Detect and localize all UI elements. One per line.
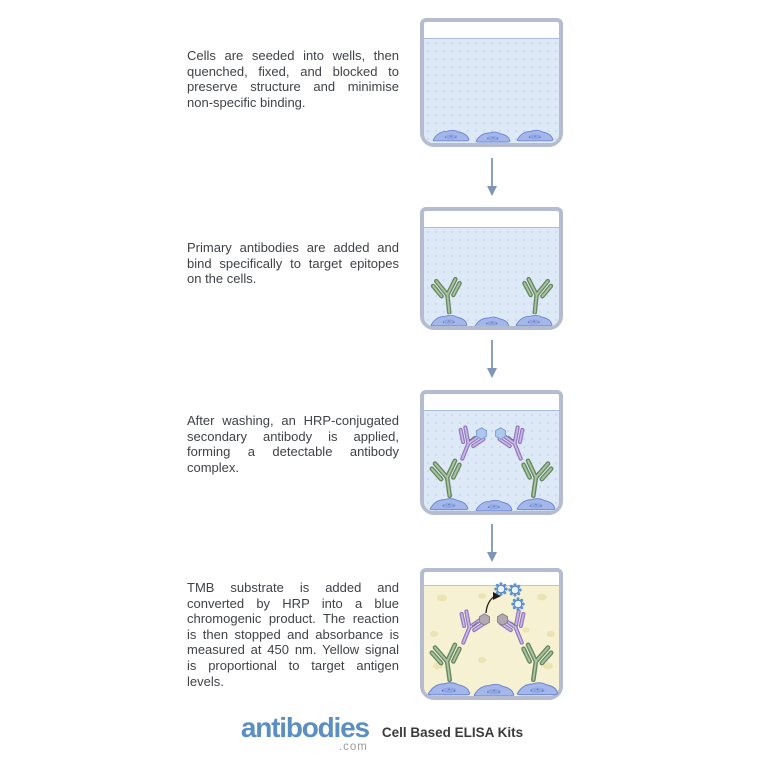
cell-icon [516, 682, 559, 696]
well-1-contents [432, 129, 554, 143]
brand-name: antibodies [240, 712, 370, 743]
cell-icon [427, 682, 471, 696]
conversion-arrowhead [493, 592, 501, 600]
hrp-linker [510, 621, 518, 627]
down-arrow-icon [486, 523, 498, 563]
step-4-description: TMB substrate is added and converted by … [187, 580, 399, 689]
product-tagline: Cell Based ELISA Kits [381, 725, 524, 740]
hrp-linker [471, 621, 479, 627]
primary-antibody-icon [521, 278, 552, 314]
well-step-3 [420, 390, 563, 515]
step-3-description: After washing, an HRP-conjugated seconda… [187, 413, 399, 475]
cell-icon [475, 131, 511, 143]
hrp-enzyme-icon [497, 613, 508, 626]
well-step-2 [420, 207, 563, 330]
step-2-description: Primary antibodies are added and bind sp… [187, 240, 399, 287]
buffer-liquid [424, 410, 559, 511]
hrp-linker [468, 435, 476, 441]
cell-icon [516, 129, 554, 142]
cell-icon [516, 498, 556, 511]
hrp-enzyme-icon [476, 427, 487, 440]
cell-icon [430, 314, 468, 326]
cell-icon [473, 683, 515, 696]
hrp-linker [507, 435, 515, 441]
well-4-contents [427, 582, 559, 696]
buffer-liquid [424, 38, 559, 143]
well-2-contents [430, 278, 553, 326]
cell-icon [474, 316, 510, 326]
step-1-description: Cells are seeded into wells, then quench… [187, 48, 399, 110]
cell-icon [432, 129, 470, 142]
tmb-stopped-liquid [424, 585, 559, 696]
footer: antibodies .com Cell Based ELISA Kits [0, 712, 764, 753]
well-step-1 [420, 18, 563, 147]
primary-antibody-icon [431, 460, 464, 498]
cell-icon [475, 499, 513, 511]
substrate-blob [430, 593, 555, 670]
tmb-product-icon [508, 583, 522, 597]
well-3-contents [429, 426, 556, 511]
tmb-product-icon [494, 582, 508, 596]
hrp-enzyme-icon [479, 613, 490, 626]
cell-icon [515, 314, 553, 326]
down-arrow-icon [486, 157, 498, 197]
brand-logo: antibodies .com [240, 712, 370, 753]
tmb-product-icon [511, 597, 525, 611]
hrp-enzyme-icon [495, 427, 506, 440]
well-step-4 [420, 568, 563, 700]
primary-antibody-icon [519, 460, 552, 498]
cell-icon [429, 498, 469, 511]
brand-suffix: .com [338, 741, 368, 753]
primary-antibody-icon [432, 278, 463, 314]
down-arrow-icon [486, 339, 498, 379]
